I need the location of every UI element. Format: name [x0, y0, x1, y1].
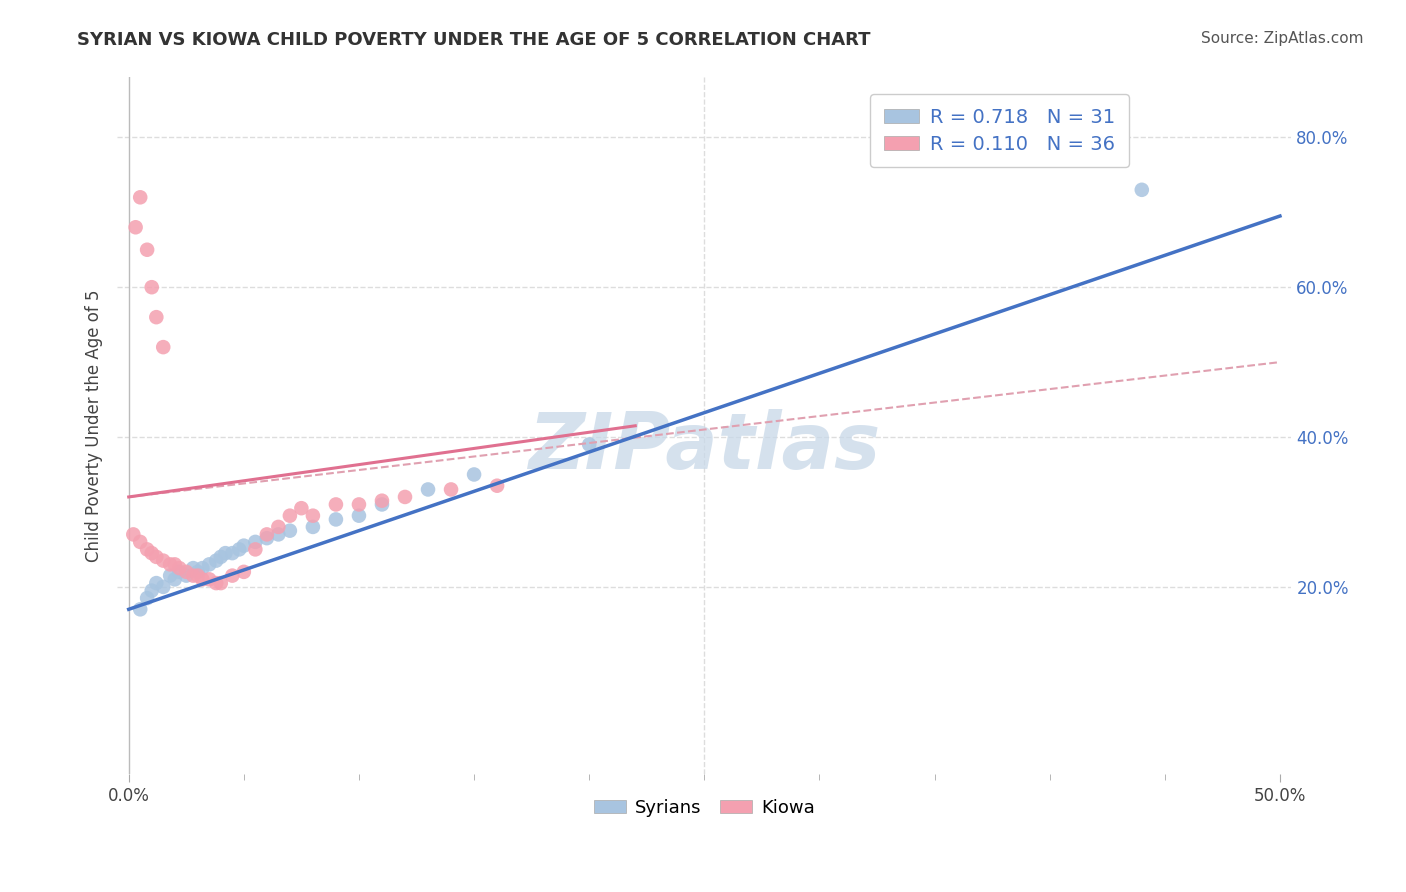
- Point: [232, 539, 254, 553]
- Y-axis label: Child Poverty Under the Age of 5: Child Poverty Under the Age of 5: [86, 290, 103, 562]
- Point: [221, 568, 243, 582]
- Point: [416, 483, 439, 497]
- Point: [302, 520, 325, 534]
- Point: [325, 512, 347, 526]
- Point: [145, 576, 167, 591]
- Point: [267, 520, 290, 534]
- Point: [145, 549, 167, 564]
- Point: [169, 565, 191, 579]
- Point: [440, 483, 463, 497]
- Point: [232, 565, 254, 579]
- Point: [256, 527, 278, 541]
- Point: [463, 467, 485, 482]
- Point: [163, 572, 186, 586]
- Point: [578, 437, 600, 451]
- Text: ZIPatlas: ZIPatlas: [529, 409, 880, 484]
- Point: [1130, 183, 1153, 197]
- Point: [191, 561, 214, 575]
- Point: [152, 554, 174, 568]
- Point: [394, 490, 416, 504]
- Point: [214, 546, 236, 560]
- Point: [290, 501, 312, 516]
- Point: [159, 558, 181, 572]
- Point: [347, 508, 370, 523]
- Point: [141, 583, 163, 598]
- Point: [267, 527, 290, 541]
- Point: [141, 546, 163, 560]
- Text: Source: ZipAtlas.com: Source: ZipAtlas.com: [1201, 31, 1364, 46]
- Text: SYRIAN VS KIOWA CHILD POVERTY UNDER THE AGE OF 5 CORRELATION CHART: SYRIAN VS KIOWA CHILD POVERTY UNDER THE …: [77, 31, 870, 49]
- Point: [163, 558, 186, 572]
- Point: [347, 498, 370, 512]
- Point: [174, 565, 197, 579]
- Point: [371, 498, 394, 512]
- Point: [174, 568, 197, 582]
- Point: [205, 576, 228, 591]
- Point: [245, 542, 267, 557]
- Legend: Syrians, Kiowa: Syrians, Kiowa: [586, 792, 823, 824]
- Point: [209, 576, 232, 591]
- Point: [181, 568, 204, 582]
- Point: [256, 531, 278, 545]
- Point: [129, 190, 152, 204]
- Point: [278, 508, 301, 523]
- Point: [152, 580, 174, 594]
- Point: [371, 493, 394, 508]
- Point: [145, 310, 167, 325]
- Point: [181, 561, 204, 575]
- Point: [129, 602, 152, 616]
- Point: [122, 527, 145, 541]
- Point: [124, 220, 146, 235]
- Point: [191, 572, 214, 586]
- Point: [187, 565, 209, 579]
- Point: [209, 549, 232, 564]
- Point: [245, 535, 267, 549]
- Point: [205, 554, 228, 568]
- Point: [198, 572, 221, 586]
- Point: [136, 243, 159, 257]
- Point: [187, 568, 209, 582]
- Point: [221, 546, 243, 560]
- Point: [129, 535, 152, 549]
- Point: [136, 542, 159, 557]
- Point: [159, 568, 181, 582]
- Point: [486, 479, 509, 493]
- Point: [141, 280, 163, 294]
- Point: [152, 340, 174, 354]
- Point: [169, 561, 191, 575]
- Point: [136, 591, 159, 605]
- Point: [198, 558, 221, 572]
- Point: [228, 542, 250, 557]
- Point: [278, 524, 301, 538]
- Point: [325, 498, 347, 512]
- Point: [302, 508, 325, 523]
